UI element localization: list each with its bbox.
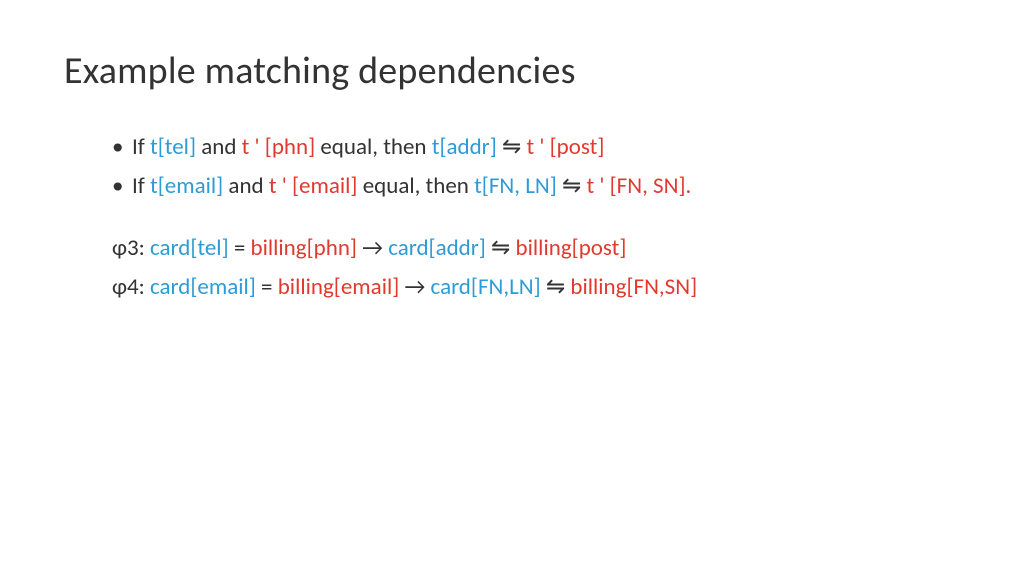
text-run: t[tel] xyxy=(150,133,201,161)
slide-body: If t[tel] and t ' [phn] equal, then t[ad… xyxy=(112,130,960,304)
text-run: card[email] xyxy=(150,273,261,301)
bullets-container: If t[tel] and t ' [phn] equal, then t[ad… xyxy=(112,130,960,203)
text-run: ⇋ xyxy=(502,133,526,161)
text-run: ⇋ xyxy=(546,273,570,301)
text-run: → xyxy=(405,273,431,301)
text-run: ⇋ xyxy=(562,172,586,200)
slide-title: Example matching dependencies xyxy=(64,48,960,94)
text-run: → xyxy=(362,234,388,262)
text-run: card[addr] xyxy=(388,234,491,262)
text-run: and xyxy=(201,133,241,161)
text-run: If xyxy=(132,133,150,161)
text-run: t ' [email] xyxy=(269,172,363,200)
text-run: t[addr] xyxy=(432,133,502,161)
text-run: = xyxy=(261,273,278,301)
paras-container: φ3: card[tel] = billing[phn] → card[addr… xyxy=(112,231,960,304)
text-run: φ3: xyxy=(112,234,150,262)
formula-line: φ3: card[tel] = billing[phn] → card[addr… xyxy=(112,231,960,266)
text-run: t[FN, LN] xyxy=(474,172,562,200)
text-run: t[email] xyxy=(150,172,228,200)
text-run: If xyxy=(132,172,150,200)
text-run: = xyxy=(234,234,251,262)
bullet-item: If t[tel] and t ' [phn] equal, then t[ad… xyxy=(112,130,960,165)
text-run: and xyxy=(228,172,268,200)
bullet-item: If t[email] and t ' [email] equal, then … xyxy=(112,169,960,204)
text-run: card[FN,LN] xyxy=(431,273,546,301)
text-run: t ' [FN, SN]. xyxy=(586,172,691,200)
text-run: card[tel] xyxy=(150,234,234,262)
text-run: ⇋ xyxy=(491,234,515,262)
formula-line: φ4: card[email] = billing[email] → card[… xyxy=(112,270,960,305)
text-run: billing[email] xyxy=(278,273,405,301)
text-run: billing[phn] xyxy=(250,234,362,262)
text-run: φ4: xyxy=(112,273,150,301)
text-run: billing[FN,SN] xyxy=(570,273,697,301)
text-run: equal, then xyxy=(320,133,431,161)
text-run: t ' [phn] xyxy=(242,133,321,161)
slide: Example matching dependencies If t[tel] … xyxy=(0,0,1024,576)
text-run: t ' [post] xyxy=(526,133,604,161)
text-run: billing[post] xyxy=(516,234,627,262)
text-run: equal, then xyxy=(363,172,474,200)
